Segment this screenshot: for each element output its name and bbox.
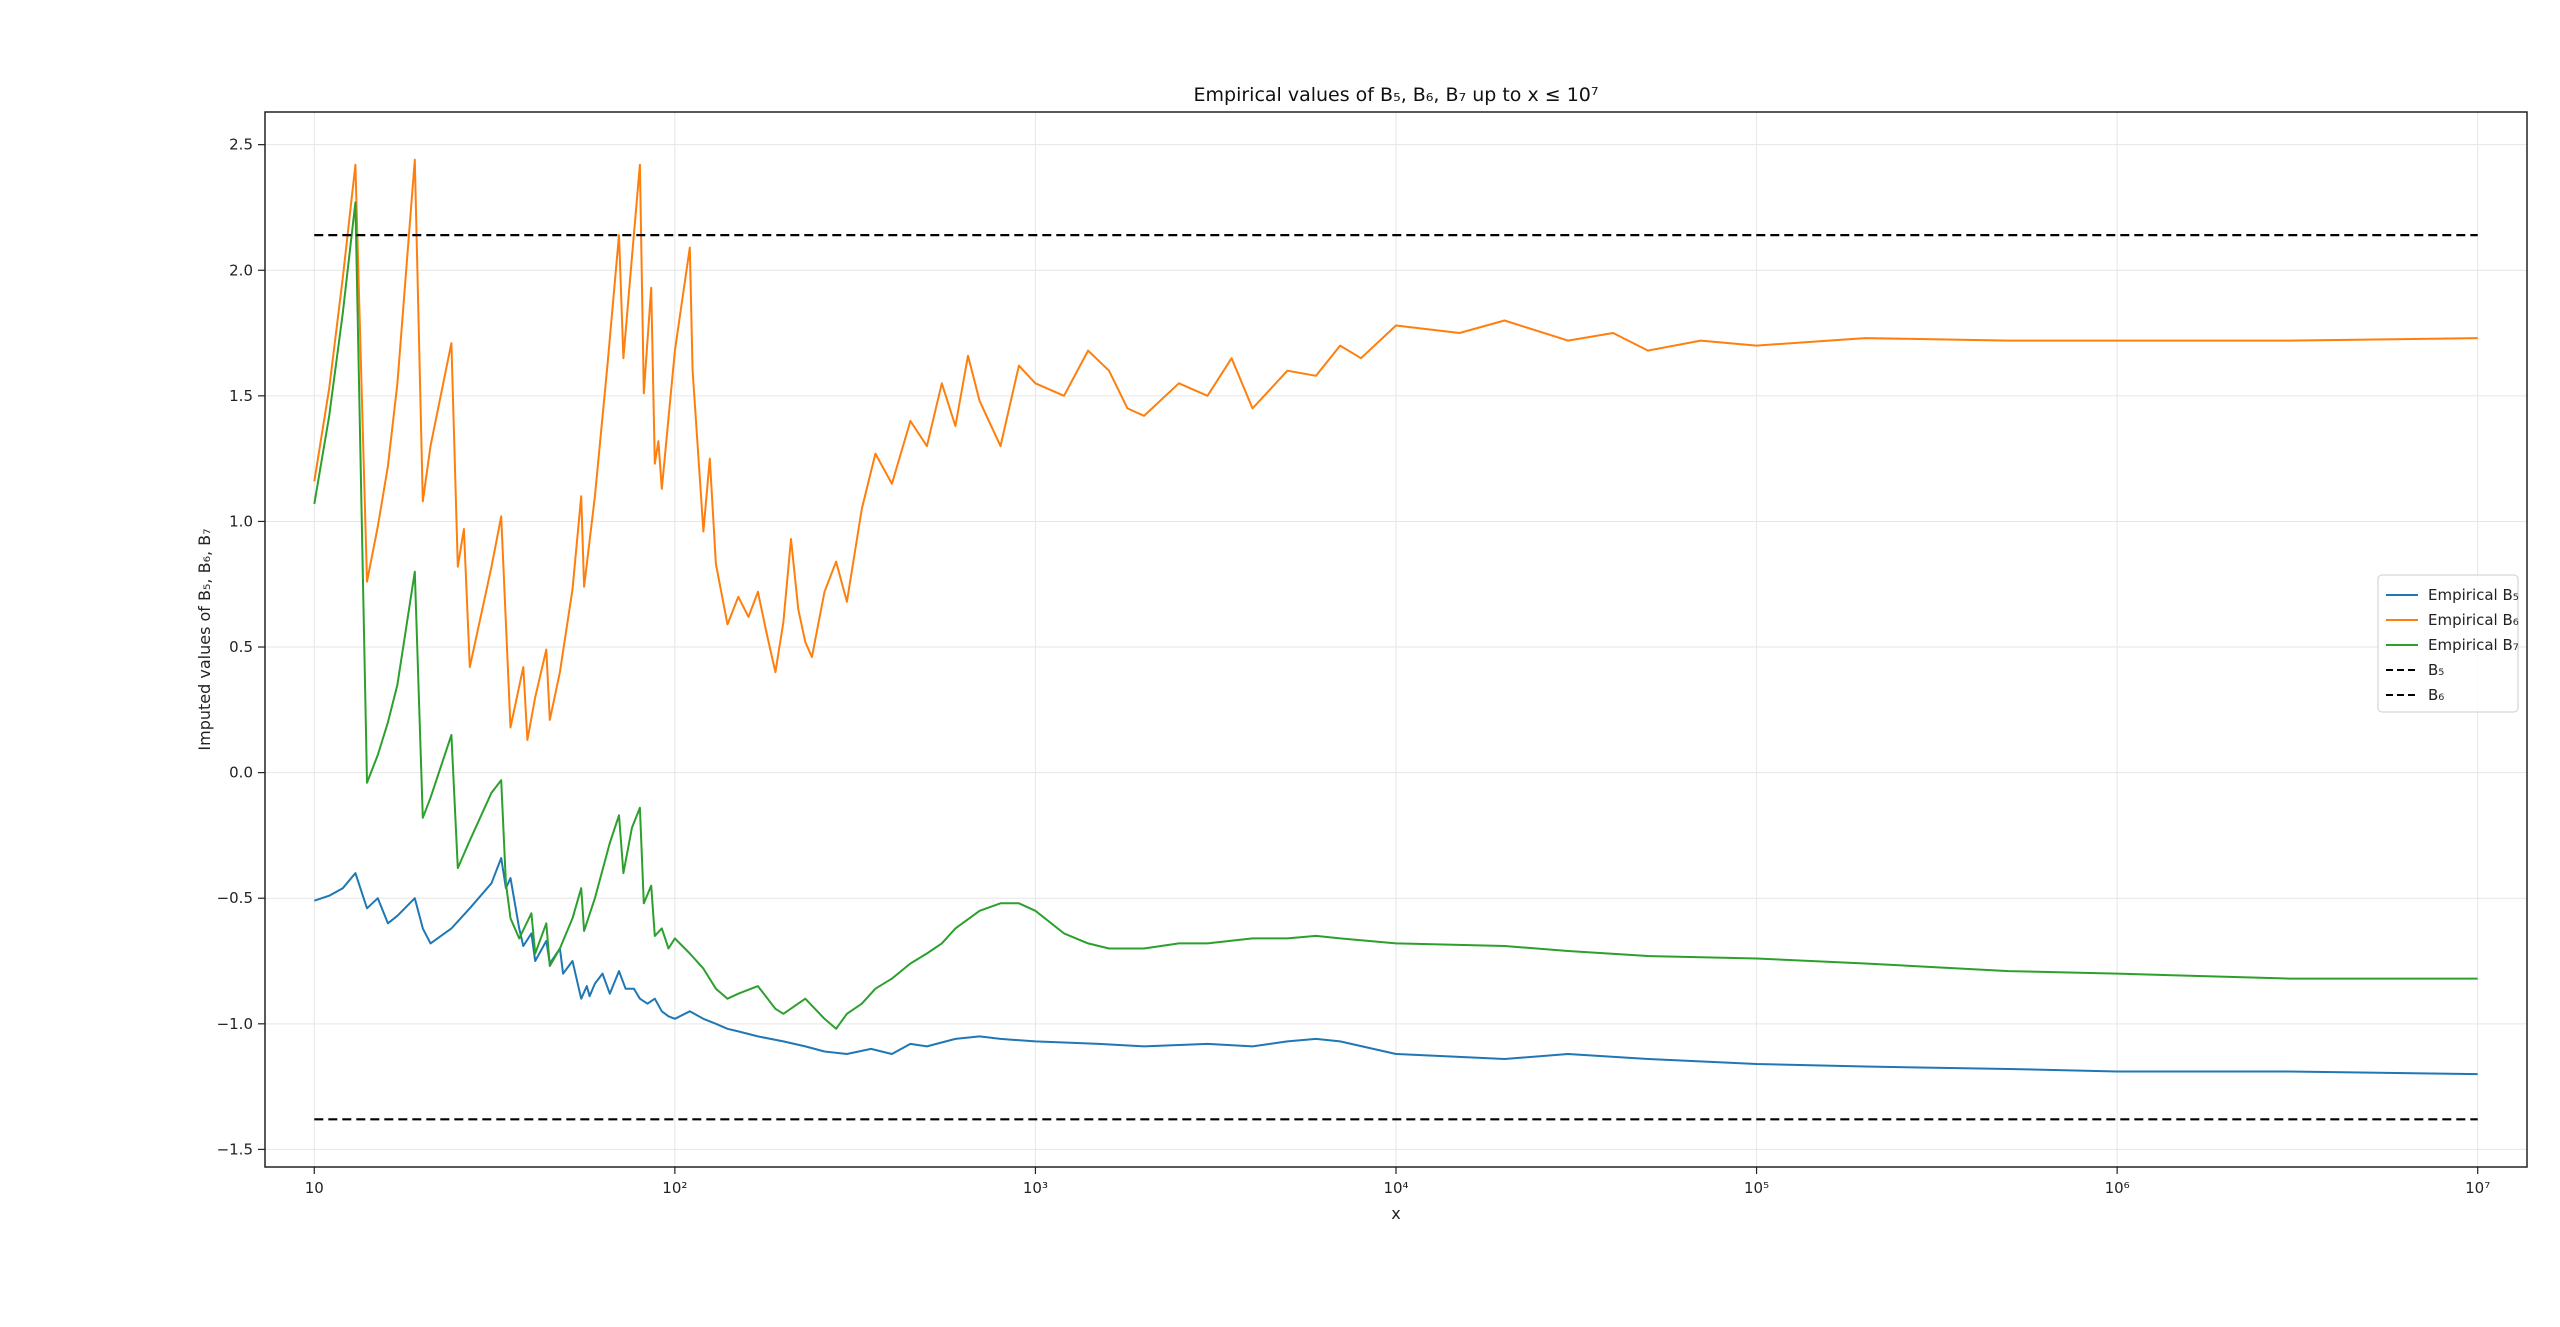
series-group [313, 158, 2478, 1121]
legend-label: B₅ [2428, 661, 2444, 679]
grid [265, 112, 2527, 1167]
series-line-2 [313, 158, 2478, 741]
y-axis-label: Imputed values of B₅, B₆, B₇ [195, 528, 214, 750]
chart-title: Empirical values of B₅, B₆, B₇ up to x ≤… [1194, 84, 1599, 106]
y-tick-label: 0.5 [229, 638, 253, 656]
x-axis-label: x [1391, 1204, 1400, 1223]
x-tick-label: 10⁷ [2465, 1179, 2490, 1197]
series-line-3 [313, 201, 2478, 1030]
legend-label: Empirical B₆ [2428, 611, 2519, 629]
legend-box [2377, 574, 2519, 713]
x-tick-label: 10² [662, 1179, 687, 1197]
y-tick-label: 2.5 [229, 136, 253, 154]
x-tick-label: 10 [305, 1179, 324, 1197]
legend-label: Empirical B₅ [2428, 586, 2519, 604]
y-tick-label: 1.0 [229, 512, 253, 530]
legend: Empirical B₅ Empirical B₆ Empirical B₇ B₅ B₆ [2377, 574, 2519, 713]
y-tick-label: 2.0 [229, 261, 253, 279]
y-tick-label: −0.5 [217, 889, 253, 907]
x-tick-label: 10⁴ [1383, 1179, 1408, 1197]
y-axis-ticks: −1.5 −1.0 −0.5 0.0 0.5 1.0 1.5 2.0 2.5 [217, 136, 265, 1158]
legend-label: Empirical B₇ [2428, 636, 2519, 654]
legend-label: B₆ [2428, 686, 2444, 704]
y-tick-label: 0.0 [229, 764, 253, 782]
x-tick-label: 10⁶ [2105, 1179, 2130, 1197]
x-axis-ticks: 10 10² 10³ 10⁴ 10⁵ 10⁶ 10⁷ [305, 1167, 2490, 1197]
y-tick-label: −1.0 [217, 1015, 253, 1033]
series-line-1 [313, 857, 2478, 1076]
y-tick-label: −1.5 [217, 1140, 253, 1158]
x-tick-label: 10⁵ [1744, 1179, 1769, 1197]
y-tick-label: 1.5 [229, 387, 253, 405]
x-tick-label: 10³ [1023, 1179, 1048, 1197]
